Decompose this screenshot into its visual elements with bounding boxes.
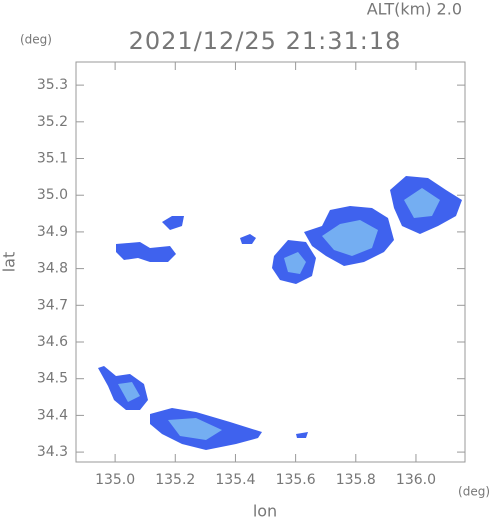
x-tick-label: 136.0 <box>396 472 436 488</box>
y-tick-label: 34.8 <box>37 261 68 277</box>
y-tick-label: 35.3 <box>37 77 68 93</box>
y-tick-label: 34.4 <box>37 407 68 423</box>
chart-title: 2021/12/25 21:31:18 <box>129 27 402 55</box>
echo <box>116 242 176 262</box>
y-tick-label: 35.2 <box>37 114 68 130</box>
echo <box>284 252 306 274</box>
echo <box>404 188 440 218</box>
echo <box>168 418 222 440</box>
echo <box>296 432 308 438</box>
echoes <box>98 176 462 450</box>
echo <box>118 382 140 402</box>
y-tick-label: 35.0 <box>37 187 68 203</box>
y-tick-label: 34.9 <box>37 224 68 240</box>
plot-frame <box>75 61 466 463</box>
y-tick-label: 34.6 <box>37 334 68 350</box>
x-tick-label: 135.0 <box>95 472 135 488</box>
echo <box>240 234 256 244</box>
y-unit: (deg) <box>20 33 52 47</box>
x-unit: (deg) <box>458 485 490 499</box>
echo <box>162 216 184 230</box>
x-tick-label: 135.8 <box>336 472 376 488</box>
x-axis-label: lon <box>253 502 277 521</box>
x-tick-label: 135.6 <box>276 472 316 488</box>
y-tick-label: 34.7 <box>37 297 68 313</box>
y-tick-label: 34.5 <box>37 371 68 387</box>
altitude-label: ALT(km) 2.0 <box>367 0 462 19</box>
echo <box>322 220 378 256</box>
y-axis-label: lat <box>0 252 19 273</box>
y-tick-label: 34.3 <box>37 444 68 460</box>
y-tick-label: 35.1 <box>37 151 68 167</box>
x-tick-label: 135.2 <box>155 472 195 488</box>
x-tick-label: 135.4 <box>215 472 255 488</box>
